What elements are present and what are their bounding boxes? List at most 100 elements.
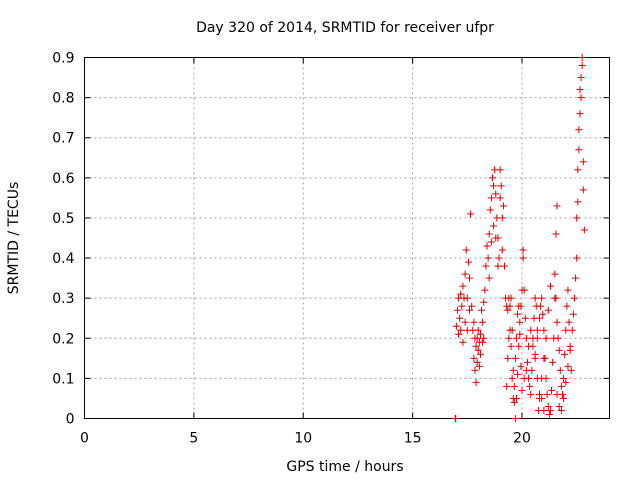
data-point	[554, 334, 562, 342]
data-point	[546, 282, 554, 290]
data-point	[508, 326, 516, 334]
data-point	[560, 374, 568, 382]
data-point	[557, 406, 565, 414]
data-point	[575, 146, 583, 154]
data-point	[459, 282, 467, 290]
data-point	[470, 354, 478, 362]
data-point	[544, 306, 552, 314]
data-point	[470, 318, 478, 326]
data-point	[545, 410, 553, 418]
data-point	[458, 302, 466, 310]
data-point	[492, 190, 500, 198]
axis-ticks: 0 0.1 0.2 0.3 0.4 0.5 0.6 0.7 0.8 0.9 0 5 10 15 20	[52, 51, 610, 447]
data-point	[579, 158, 587, 166]
data-point	[560, 394, 568, 402]
y-tick-label: 0.4	[52, 251, 74, 267]
data-point	[507, 342, 515, 350]
data-point	[562, 378, 570, 386]
data-point	[527, 390, 535, 398]
data-point	[538, 374, 546, 382]
data-point	[506, 302, 514, 310]
data-point	[461, 270, 469, 278]
data-point	[479, 318, 487, 326]
data-point	[537, 302, 545, 310]
data-point	[498, 246, 506, 254]
data-point	[490, 182, 498, 190]
data-point	[457, 290, 465, 298]
data-point	[514, 310, 522, 318]
data-point	[513, 334, 521, 342]
data-point	[510, 382, 518, 390]
data-point	[517, 362, 525, 370]
data-point	[480, 298, 488, 306]
data-point	[573, 214, 581, 222]
data-point	[515, 342, 523, 350]
data-point	[518, 386, 526, 394]
data-point	[511, 354, 519, 362]
data-point	[579, 186, 587, 194]
data-point	[483, 242, 491, 250]
data-point	[475, 362, 483, 370]
data-point	[474, 346, 482, 354]
data-point	[467, 210, 475, 218]
data-point	[549, 358, 557, 366]
data-point	[572, 274, 580, 282]
data-point	[479, 338, 487, 346]
data-point	[472, 378, 480, 386]
x-tick-label: 20	[513, 431, 531, 447]
data-point	[452, 415, 460, 422]
data-point	[481, 286, 489, 294]
data-point	[487, 194, 495, 202]
y-tick-label: 0.6	[52, 171, 74, 187]
x-tick-label: 0	[80, 431, 89, 447]
data-point	[505, 334, 513, 342]
data-point	[564, 362, 572, 370]
x-tick-label: 10	[294, 431, 312, 447]
data-point	[455, 330, 463, 338]
data-point	[485, 230, 493, 238]
data-point	[456, 314, 464, 322]
data-point	[517, 302, 525, 310]
data-point	[462, 246, 470, 254]
data-point	[571, 294, 578, 302]
x-tick-label: 5	[189, 431, 198, 447]
data-point	[546, 406, 554, 414]
data-point	[556, 366, 564, 374]
data-point	[463, 294, 471, 302]
data-point	[473, 358, 481, 366]
data-point	[552, 294, 560, 302]
data-point	[474, 326, 482, 334]
data-point	[466, 306, 473, 314]
data-point	[488, 174, 496, 182]
data-point	[575, 126, 583, 134]
data-point	[568, 326, 576, 334]
plot-frame	[84, 57, 610, 419]
data-point	[539, 310, 547, 318]
data-point	[534, 406, 542, 414]
data-point	[569, 310, 577, 318]
data-point	[561, 350, 569, 358]
data-point	[548, 386, 556, 394]
data-point	[453, 306, 461, 314]
data-point	[574, 166, 582, 174]
data-point	[531, 294, 539, 302]
data-point	[509, 366, 517, 374]
data-point	[461, 318, 469, 326]
data-point	[533, 334, 541, 342]
data-points	[451, 54, 588, 422]
data-point	[496, 194, 504, 202]
data-point	[533, 326, 541, 334]
data-point	[525, 342, 533, 350]
data-point	[555, 402, 563, 410]
data-point	[522, 334, 530, 342]
data-point	[513, 394, 521, 402]
data-point	[496, 166, 504, 174]
data-point	[564, 286, 572, 294]
data-point	[578, 54, 586, 61]
data-point	[555, 346, 563, 354]
data-point	[536, 314, 543, 322]
y-tick-label: 0.8	[52, 91, 74, 107]
data-point	[514, 370, 522, 378]
grid	[84, 57, 610, 419]
data-point	[486, 206, 494, 214]
